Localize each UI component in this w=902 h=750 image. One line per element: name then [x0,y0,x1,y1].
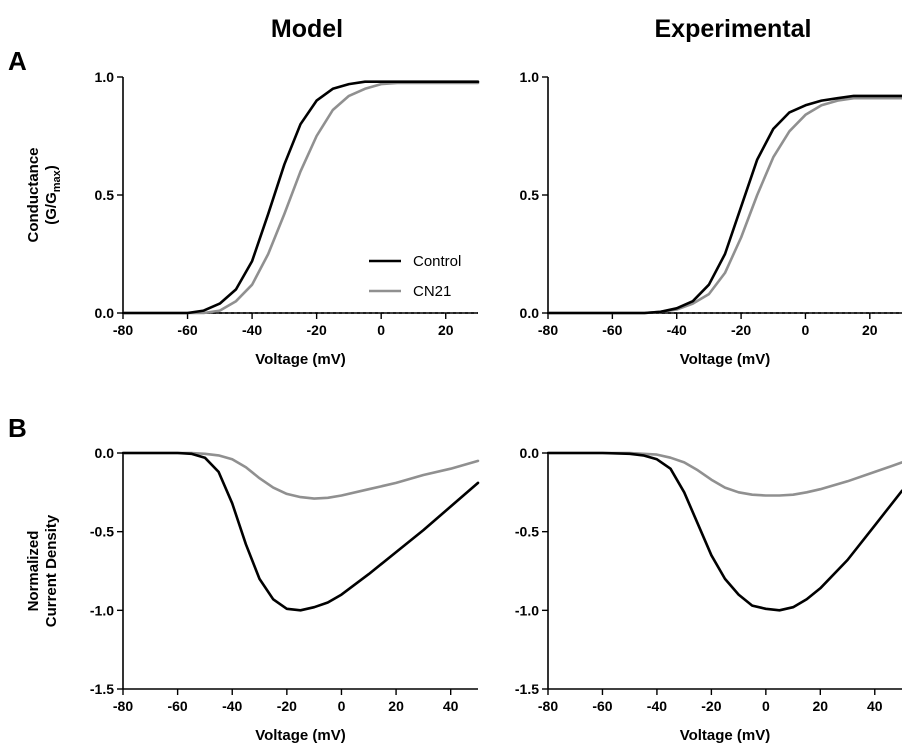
x-tick-label: 20 [862,322,878,338]
legend: Control CN21 [369,253,461,300]
x-axis-label: Voltage (mV) [680,727,771,744]
series-line-control [121,80,480,315]
y-tick-label: -1.0 [90,602,114,618]
y-tick-label: 1.0 [520,69,540,85]
x-tick-label: -80 [113,322,133,338]
x-tick-label: 0 [377,322,385,338]
y-axis-label: Current Density [43,514,60,627]
x-tick-label: -40 [647,698,667,714]
y-tick-label: -1.5 [90,681,114,697]
x-tick-label: -20 [277,698,297,714]
panel-letter-b: B [8,413,27,443]
x-tick-label: 40 [867,698,883,714]
x-tick-label: 20 [388,698,404,714]
x-tick-label: 20 [438,322,454,338]
panel-b-model: -80 -60 -40 -20 0 20 40 0.0 -0.5 -1.0 -1.5 Voltage … [25,445,480,744]
panel-a-experimental: -80 -60 -40 -20 0 20 0.0 0.5 1.0 Voltage (mV) [520,69,902,368]
x-tick-label: -60 [167,698,187,714]
x-tick-label: -60 [592,698,612,714]
y-tick-label: 0.0 [520,445,540,461]
x-tick-label: 40 [443,698,459,714]
legend-label-control: Control [413,253,461,270]
series-line-control [121,451,480,612]
column-title-model: Model [271,15,343,43]
x-tick-label: -40 [242,322,262,338]
x-tick-label: -60 [177,322,197,338]
x-tick-label: -20 [701,698,721,714]
y-tick-label: 0.0 [520,305,540,321]
y-tick-label: 0.0 [95,445,115,461]
x-tick-label: -40 [667,322,687,338]
x-tick-label: 0 [338,698,346,714]
y-axis-label: Conductance [25,147,42,242]
x-tick-label: -80 [538,322,558,338]
x-tick-label: 0 [802,322,810,338]
column-title-experimental: Experimental [654,15,811,43]
x-tick-label: 20 [813,698,829,714]
series-line-cn21 [121,81,480,315]
x-axis-label: Voltage (mV) [255,351,346,368]
y-tick-label: 0.0 [95,305,115,321]
y-tick-label: -1.5 [515,681,539,697]
series-line-cn21 [546,451,902,497]
series-line-control [546,451,902,612]
y-axis-label: Normalized [25,531,42,612]
y-tick-label: 0.5 [95,187,115,203]
panel-a-model: -80 -60 -40 -20 0 20 0.0 0.5 1.0 Voltage (mV) Cond… [25,69,480,368]
legend-label-cn21: CN21 [413,283,451,300]
y-axis-label-units: (G/Gmax) [43,165,63,225]
x-tick-label: -80 [538,698,558,714]
y-tick-label: -1.0 [515,602,539,618]
x-tick-label: -40 [222,698,242,714]
y-tick-label: 1.0 [95,69,115,85]
panel-letter-a: A [8,46,27,76]
series-line-control [546,94,902,315]
y-tick-label: 0.5 [520,187,540,203]
series-line-cn21 [121,451,480,500]
series-line-cn21 [546,96,902,315]
x-tick-label: 0 [762,698,770,714]
x-tick-label: -60 [602,322,622,338]
y-tick-label: -0.5 [515,524,539,540]
x-tick-label: -20 [731,322,751,338]
x-tick-label: -80 [113,698,133,714]
x-axis-label: Voltage (mV) [255,727,346,744]
panel-b-experimental: -80 -60 -40 -20 0 20 40 0.0 -0.5 -1.0 -1.5 Voltage … [515,445,902,744]
x-tick-label: -20 [307,322,327,338]
x-axis-label: Voltage (mV) [680,351,771,368]
y-tick-label: -0.5 [90,524,114,540]
